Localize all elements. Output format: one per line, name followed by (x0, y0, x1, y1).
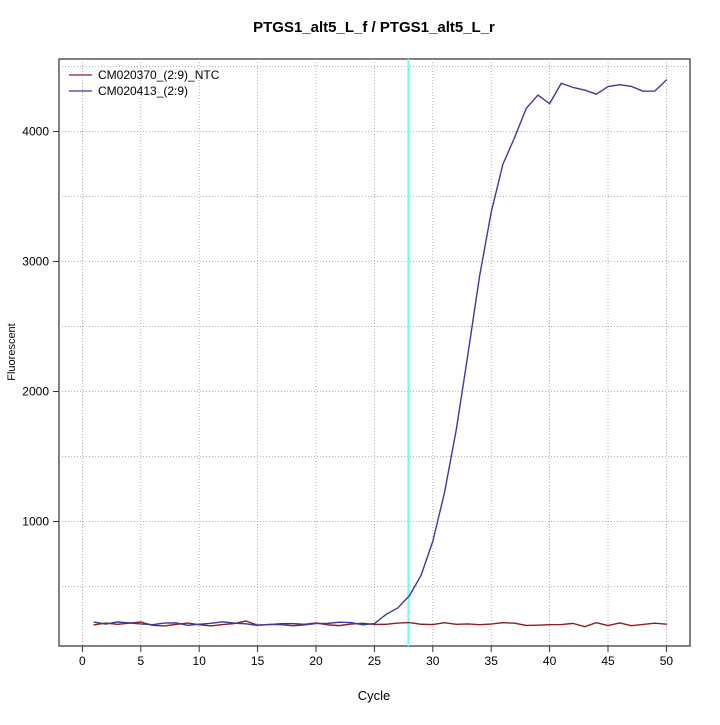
svg-text:10: 10 (193, 654, 207, 668)
svg-text:45: 45 (601, 654, 615, 668)
svg-text:Cycle: Cycle (358, 688, 391, 703)
svg-text:20: 20 (309, 654, 323, 668)
svg-text:4000: 4000 (22, 125, 49, 139)
svg-text:30: 30 (426, 654, 440, 668)
svg-text:CM020370_(2:9)_NTC: CM020370_(2:9)_NTC (98, 68, 220, 82)
svg-text:35: 35 (485, 654, 499, 668)
svg-text:PTGS1_alt5_L_f / PTGS1_alt5_L_: PTGS1_alt5_L_f / PTGS1_alt5_L_r (253, 19, 495, 36)
svg-text:0: 0 (79, 654, 86, 668)
svg-text:Fluorescent: Fluorescent (6, 323, 18, 380)
svg-text:3000: 3000 (22, 255, 49, 269)
svg-text:40: 40 (543, 654, 557, 668)
svg-text:2000: 2000 (22, 385, 49, 399)
svg-text:25: 25 (368, 654, 382, 668)
svg-text:5: 5 (137, 654, 144, 668)
svg-text:1000: 1000 (22, 515, 49, 529)
svg-text:15: 15 (251, 654, 265, 668)
svg-text:CM020413_(2:9): CM020413_(2:9) (98, 84, 188, 98)
svg-text:50: 50 (660, 654, 674, 668)
